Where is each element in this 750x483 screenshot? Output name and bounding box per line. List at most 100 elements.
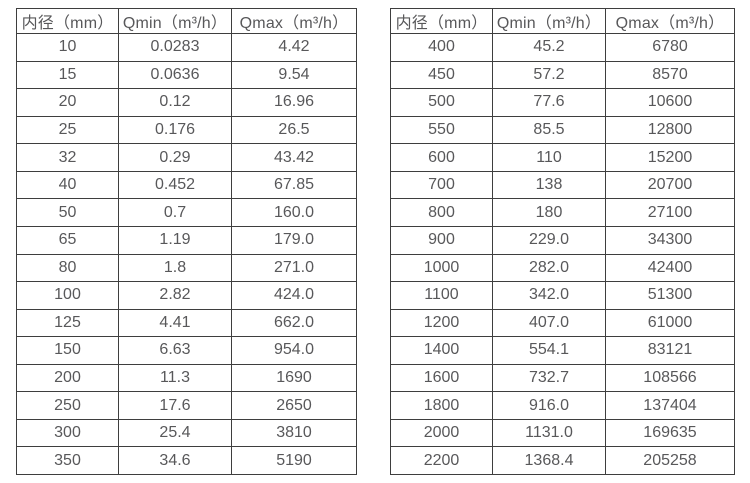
table-cell: 900	[390, 225, 493, 255]
table-cell: 15	[16, 60, 119, 90]
table-cell: 80	[16, 253, 119, 283]
table-cell: 6.63	[118, 336, 232, 365]
column-header: Qmin（m³/h）	[492, 8, 606, 34]
table-cell: 0.0283	[118, 33, 232, 62]
table-cell: 40	[16, 170, 119, 200]
table-cell: 1200	[390, 308, 493, 338]
table-row: 1800 916.0 137404	[390, 391, 735, 420]
table-row: 65 1.19 179.0	[16, 225, 357, 255]
table-cell: 0.7	[118, 198, 232, 227]
table-cell: 11.3	[118, 363, 232, 393]
table-row: 900 229.0 34300	[390, 225, 735, 255]
table-row: 20 0.12 16.96	[16, 88, 357, 117]
table-cell: 57.2	[492, 60, 606, 90]
table-cell: 10	[16, 33, 119, 62]
table-row: 250 17.6 2650	[16, 391, 357, 420]
column-header: Qmax（m³/h）	[231, 8, 357, 34]
table-cell: 342.0	[492, 281, 606, 310]
table-cell: 32	[16, 143, 119, 172]
table-cell: 0.452	[118, 170, 232, 200]
table-cell: 732.7	[492, 363, 606, 393]
column-header: Qmin（m³/h）	[118, 8, 232, 34]
table-cell: 138	[492, 170, 606, 200]
table-cell: 169635	[605, 418, 735, 448]
table-cell: 3810	[231, 418, 357, 448]
table-cell: 16.96	[231, 88, 357, 117]
table-row: 25 0.176 26.5	[16, 115, 357, 145]
table-row: 1600 732.7 108566	[390, 363, 735, 393]
table-cell: 554.1	[492, 336, 606, 365]
table-row: 15 0.0636 9.54	[16, 60, 357, 90]
table-cell: 0.0636	[118, 60, 232, 90]
flow-table-small-diameters: 内径（mm） Qmin（m³/h） Qmax（m³/h） 10 0.0283 4.42 15…	[16, 8, 357, 475]
table-cell: 5190	[231, 446, 357, 475]
table-cell: 1400	[390, 336, 493, 365]
table-cell: 0.12	[118, 88, 232, 117]
table-row: 100 2.82 424.0	[16, 281, 357, 310]
table-cell: 450	[390, 60, 493, 90]
table-row: 300 25.4 3810	[16, 418, 357, 448]
table-cell: 85.5	[492, 115, 606, 145]
table-cell: 65	[16, 225, 119, 255]
table-cell: 200	[16, 363, 119, 393]
table-cell: 180	[492, 198, 606, 227]
table-cell: 61000	[605, 308, 735, 338]
table-cell: 50	[16, 198, 119, 227]
column-header: 内径（mm）	[16, 8, 119, 34]
table-cell: 424.0	[231, 281, 357, 310]
table-row: 150 6.63 954.0	[16, 336, 357, 365]
table-cell: 83121	[605, 336, 735, 365]
table-row: 80 1.8 271.0	[16, 253, 357, 283]
table-cell: 67.85	[231, 170, 357, 200]
table-row: 550 85.5 12800	[390, 115, 735, 145]
table-cell: 4.42	[231, 33, 357, 62]
table-cell: 2000	[390, 418, 493, 448]
table-cell: 27100	[605, 198, 735, 227]
column-header: Qmax（m³/h）	[605, 8, 735, 34]
table-cell: 271.0	[231, 253, 357, 283]
table-row: 200 11.3 1690	[16, 363, 357, 393]
table-row: 1000 282.0 42400	[390, 253, 735, 283]
table-row: 350 34.6 5190	[16, 446, 357, 475]
table-cell: 300	[16, 418, 119, 448]
table-cell: 125	[16, 308, 119, 338]
table-cell: 110	[492, 143, 606, 172]
table-cell: 1131.0	[492, 418, 606, 448]
table-row: 1100 342.0 51300	[390, 281, 735, 310]
table-cell: 26.5	[231, 115, 357, 145]
table-row: 40 0.452 67.85	[16, 170, 357, 200]
table-cell: 25	[16, 115, 119, 145]
table-row: 32 0.29 43.42	[16, 143, 357, 172]
table-row: 1200 407.0 61000	[390, 308, 735, 338]
table-cell: 1690	[231, 363, 357, 393]
header-row: 内径（mm） Qmin（m³/h） Qmax（m³/h）	[16, 8, 357, 34]
table-cell: 229.0	[492, 225, 606, 255]
table-row: 1400 554.1 83121	[390, 336, 735, 365]
table-cell: 12800	[605, 115, 735, 145]
table-row: 700 138 20700	[390, 170, 735, 200]
table-cell: 1100	[390, 281, 493, 310]
table-cell: 137404	[605, 391, 735, 420]
table-cell: 662.0	[231, 308, 357, 338]
table-cell: 17.6	[118, 391, 232, 420]
table-cell: 1000	[390, 253, 493, 283]
table-cell: 800	[390, 198, 493, 227]
table-cell: 2650	[231, 391, 357, 420]
table-cell: 51300	[605, 281, 735, 310]
header-row: 内径（mm） Qmin（m³/h） Qmax（m³/h）	[390, 8, 735, 34]
flow-table-large-diameters: 内径（mm） Qmin（m³/h） Qmax（m³/h） 400 45.2 6780 450…	[390, 8, 735, 475]
table-cell: 954.0	[231, 336, 357, 365]
table-cell: 108566	[605, 363, 735, 393]
table-cell: 10600	[605, 88, 735, 117]
table-cell: 15200	[605, 143, 735, 172]
table-row: 500 77.6 10600	[390, 88, 735, 117]
table-cell: 20	[16, 88, 119, 117]
column-header: 内径（mm）	[390, 8, 493, 34]
table-cell: 0.176	[118, 115, 232, 145]
table-cell: 2.82	[118, 281, 232, 310]
table-cell: 179.0	[231, 225, 357, 255]
table-cell: 34.6	[118, 446, 232, 475]
table-cell: 25.4	[118, 418, 232, 448]
table-row: 50 0.7 160.0	[16, 198, 357, 227]
table-cell: 1.8	[118, 253, 232, 283]
